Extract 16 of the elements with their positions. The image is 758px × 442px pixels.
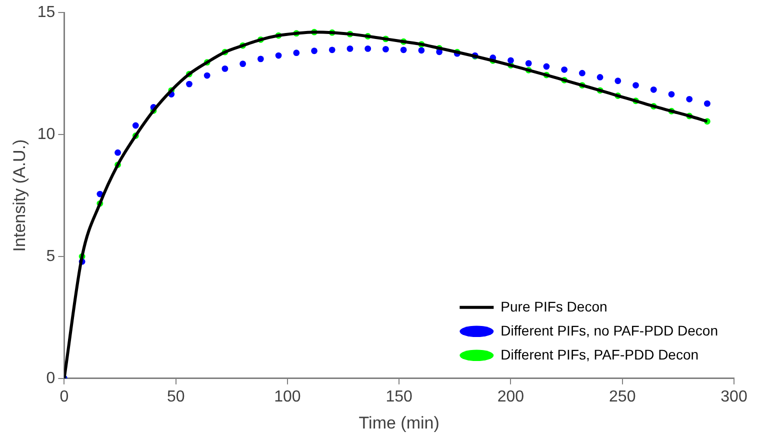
y-axis-title: Intensity (A.U.) (10, 139, 29, 252)
x-tick-label: 100 (274, 388, 301, 406)
x-tick-label: 300 (720, 388, 748, 406)
x-tick-label: 150 (386, 388, 413, 406)
x-tick-label: 0 (60, 388, 69, 406)
y-tick-label: 0 (46, 370, 56, 387)
x-axis-title: Time (min) (358, 413, 440, 432)
y-tick-label: 10 (37, 126, 56, 143)
x-tick-label: 200 (497, 388, 524, 406)
legend-label: Different PIFs, no PAF-PDD Decon (500, 322, 718, 338)
y-tick-label: 5 (46, 248, 56, 265)
legend-label: Different PIFs, PAF-PDD Decon (500, 346, 699, 362)
y-tick-label: 15 (37, 4, 56, 22)
x-tick-label: 250 (609, 388, 636, 406)
legend-label: Pure PIFs Decon (500, 298, 608, 314)
x-tick-label: 50 (166, 388, 185, 406)
